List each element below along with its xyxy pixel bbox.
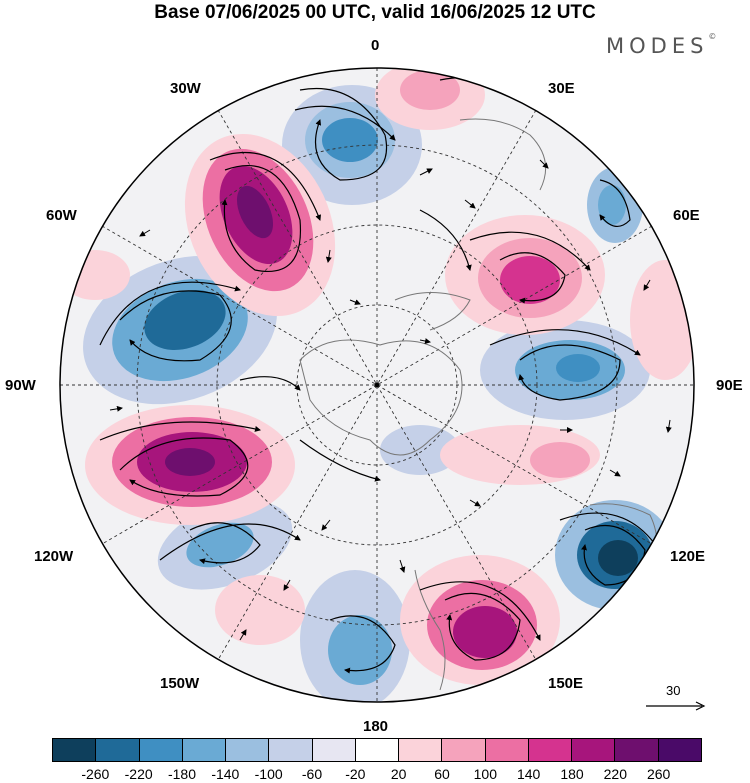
lon-label-120e: 120E — [670, 548, 706, 565]
colorbar-segment — [226, 739, 270, 761]
map-boundary — [59, 67, 695, 703]
lon-label-150w: 150W — [160, 675, 200, 692]
brand-text: MODES — [606, 34, 709, 58]
colorbar-tick: -180 — [167, 766, 197, 782]
colorbar-segment — [658, 739, 701, 761]
colorbar-segment — [355, 739, 400, 761]
brand-logo: MODES© — [606, 32, 717, 58]
colorbar-tick: -220 — [124, 766, 153, 782]
colorbar-tick: -100 — [254, 766, 283, 782]
wind-vectors — [109, 159, 672, 641]
map-title: Base 07/06/2025 00 UTC, valid 16/06/2025… — [154, 2, 596, 23]
lon-label-120w: 120W — [34, 548, 74, 565]
colorbar-tick: 220 — [603, 766, 628, 782]
lon-label-30w: 30W — [170, 80, 201, 97]
lon-label-0: 0 — [371, 37, 380, 54]
streamlines — [99, 76, 666, 674]
colorbar-tick: 180 — [560, 766, 584, 782]
colorbar-tick: -20 — [345, 766, 366, 782]
lon-label-30e: 30E — [548, 80, 575, 97]
colorbar-tick-labels: -260 -220 -180 -140 -100 -60 -20 20 60 100 140 180 2… — [52, 766, 702, 783]
colorbar-tick: 60 — [434, 766, 450, 782]
lon-label-90e: 90E — [716, 377, 743, 394]
colorbar-tick: -140 — [211, 766, 240, 782]
lon-label-150e: 150E — [548, 675, 584, 692]
copyright-mark: © — [708, 32, 717, 41]
colorbar-segment — [269, 739, 313, 761]
colorbar-tick: -60 — [301, 766, 323, 782]
lon-label-60w: 60W — [46, 207, 77, 224]
colorbar-segment — [485, 739, 529, 761]
graticule — [60, 68, 694, 702]
colorbar-segment — [182, 739, 227, 761]
colorbar-segment — [615, 739, 659, 761]
colorbar-tick: 140 — [516, 766, 541, 782]
lon-label-180: 180 — [363, 718, 389, 735]
colorbar-segment — [312, 739, 356, 761]
colorbar-segment — [572, 739, 616, 761]
colorbar-tick: 20 — [390, 766, 407, 782]
colorbar-segment — [139, 739, 183, 761]
colorbar-tick: 100 — [473, 766, 498, 782]
colorbar-segment — [442, 739, 486, 761]
reference-vector-label: 30 — [666, 683, 681, 698]
lon-label-60e: 60E — [673, 207, 700, 224]
colorbar-segment — [528, 739, 573, 761]
colorbar-segment — [399, 739, 443, 761]
polar-map — [59, 67, 695, 703]
lon-label-90w: 90W — [5, 377, 36, 394]
colorbar-segment — [53, 739, 97, 761]
positive-anomaly-blobs — [60, 68, 694, 685]
colorbar-tick: 260 — [646, 766, 671, 782]
colorbar — [52, 738, 702, 762]
colorbar-segment — [96, 739, 140, 761]
anomaly-field — [60, 68, 694, 702]
colorbar-tick: -260 — [81, 766, 110, 782]
reference-vector-arrow — [646, 701, 706, 711]
pole-marker — [374, 382, 380, 388]
